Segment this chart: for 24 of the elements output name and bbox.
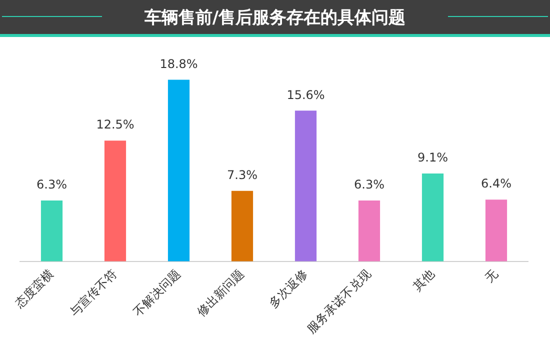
data-label: 18.8% (160, 56, 198, 71)
x-tick-label: 修出新问题 (194, 266, 247, 320)
data-label: 6.3% (354, 178, 384, 192)
x-tick-label: 其他 (410, 266, 438, 294)
bar (358, 200, 380, 262)
chart-title: 车辆售前/售后服务存在的具体问题 (144, 6, 406, 28)
bar (231, 190, 254, 262)
bar (422, 173, 444, 262)
data-label: 7.3% (227, 168, 258, 182)
data-label: 9.1% (418, 150, 448, 165)
x-tick-label: 与宣传不符 (67, 266, 120, 320)
bar (168, 80, 190, 262)
data-label: 6.4% (481, 176, 512, 191)
data-label: 6.3% (36, 178, 67, 192)
x-tick-label: 多次返修 (266, 266, 310, 311)
x-tick-label: 无 (482, 266, 501, 286)
bar (294, 110, 317, 262)
data-label: 15.6% (286, 88, 325, 102)
data-label: 12.5% (96, 118, 134, 132)
x-tick-label: 态度蛮横 (12, 266, 56, 312)
bar (40, 200, 63, 262)
bar (485, 200, 508, 262)
x-tick-label: 不解决问题 (130, 266, 184, 320)
bar (104, 140, 126, 262)
